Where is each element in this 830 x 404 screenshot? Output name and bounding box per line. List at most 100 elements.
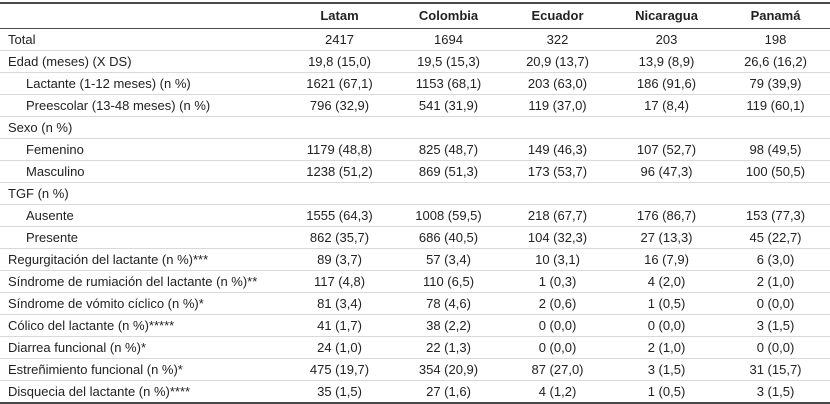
cell-value: 796 (32,9)	[285, 94, 394, 117]
cell-value: 57 (3,4)	[394, 248, 503, 271]
cell-value: 186 (91,6)	[612, 72, 721, 95]
cell-value	[394, 182, 503, 205]
cell-value	[285, 182, 394, 205]
cell-value: 98 (49,5)	[721, 138, 830, 161]
table-row: Masculino 1238 (51,2) 869 (51,3) 173 (53,7)…	[0, 160, 830, 183]
cell-value: 149 (46,3)	[503, 138, 612, 161]
cell-value: 17 (8,4)	[612, 94, 721, 117]
cell-value: 22 (1,3)	[394, 336, 503, 359]
row-label: Masculino	[0, 160, 285, 183]
cell-value: 13,9 (8,9)	[612, 50, 721, 73]
row-label: Disquecia del lactante (n %)****	[8, 384, 191, 399]
cell-value: 203	[612, 28, 721, 51]
cell-value: 104 (32,3)	[503, 226, 612, 249]
cell-value: 0 (0,0)	[721, 292, 830, 315]
cell-value: 1694	[394, 28, 503, 51]
cell-value	[612, 116, 721, 139]
table-row: Femenino 1179 (48,8) 825 (48,7) 149 (46,3) 1…	[0, 138, 830, 161]
cell-value: 0 (0,0)	[503, 314, 612, 337]
cell-value: 96 (47,3)	[612, 160, 721, 183]
cell-value: 322	[503, 28, 612, 51]
cell-value: 2 (0,6)	[503, 292, 612, 315]
cell-value: 1 (0,3)	[503, 270, 612, 293]
cell-value: 100 (50,5)	[721, 160, 830, 183]
row-label: Sexo (n %)	[0, 116, 285, 139]
table-row: Estreñimiento funcional (n %)* 475 (19,7)…	[0, 358, 830, 381]
cell-value: 173 (53,7)	[503, 160, 612, 183]
row-label: TGF (n %)	[0, 182, 285, 205]
table-row: Cólico del lactante (n %)***** 41 (1,7) 38…	[0, 314, 830, 337]
cell-value: 117 (4,8)	[285, 270, 394, 293]
cell-value: 41 (1,7)	[285, 314, 394, 337]
table-row: Síndrome de vómito cíclico (n %)* 81 (3,4…	[0, 292, 830, 315]
cell-value: 6 (3,0)	[721, 248, 830, 271]
cell-value: 218 (67,7)	[503, 204, 612, 227]
cell-value: 27 (13,3)	[612, 226, 721, 249]
row-label: Edad (meses) (X DS)	[0, 50, 285, 73]
cell-value: 81 (3,4)	[285, 292, 394, 315]
cell-value: 45 (22,7)	[721, 226, 830, 249]
cell-value: 2417	[285, 28, 394, 51]
cell-value: 4 (2,0)	[612, 270, 721, 293]
column-header-colombia: Colombia	[394, 3, 503, 29]
cell-value	[721, 182, 830, 205]
cell-value: 31 (15,7)	[721, 358, 830, 381]
cell-value: 87 (27,0)	[503, 358, 612, 381]
table-row: Diarrea funcional (n %)* 24 (1,0) 22 (1,3)…	[0, 336, 830, 359]
cell-value: 686 (40,5)	[394, 226, 503, 249]
cell-value: 0 (0,0)	[612, 314, 721, 337]
column-header-ecuador: Ecuador	[503, 3, 612, 29]
table-row: Edad (meses) (X DS) 19,8 (15,0) 19,5 (15,3…	[0, 50, 830, 73]
cell-value: 110 (6,5)	[394, 270, 503, 293]
cell-value: 475 (19,7)	[285, 358, 394, 381]
cell-value: 176 (86,7)	[612, 204, 721, 227]
cell-value: 79 (39,9)	[721, 72, 830, 95]
cell-value: 825 (48,7)	[394, 138, 503, 161]
corner-cell	[0, 3, 285, 29]
cell-value: 1179 (48,8)	[285, 138, 394, 161]
cell-value: 27 (1,6)	[426, 384, 471, 399]
cell-value: 19,5 (15,3)	[394, 50, 503, 73]
cell-value: 119 (37,0)	[503, 94, 612, 117]
row-label: Cólico del lactante (n %)*****	[0, 314, 285, 337]
column-header-panama: Panamá	[721, 3, 830, 29]
row-label: Total	[0, 28, 285, 51]
row-label: Síndrome de vómito cíclico (n %)*	[0, 292, 285, 315]
cell-value: 89 (3,7)	[285, 248, 394, 271]
cell-value: 2 (1,0)	[721, 270, 830, 293]
cell-value: 153 (77,3)	[721, 204, 830, 227]
table-row: Ausente 1555 (64,3) 1008 (59,5) 218 (67,7) 1…	[0, 204, 830, 227]
cell-value: 2 (1,0)	[612, 336, 721, 359]
header-row: Latam Colombia Ecuador Nicaragua Panamá	[0, 3, 830, 29]
cell-value: 203 (63,0)	[503, 72, 612, 95]
row-label: Lactante (1-12 meses) (n %)	[0, 72, 285, 95]
cell-value: 16 (7,9)	[612, 248, 721, 271]
row-label: Preescolar (13-48 meses) (n %)	[0, 94, 285, 117]
cell-value: 19,8 (15,0)	[285, 50, 394, 73]
cell-value: 3 (1,5)	[612, 358, 721, 381]
cell-value: 1555 (64,3)	[285, 204, 394, 227]
table-header: Latam Colombia Ecuador Nicaragua Panamá	[0, 3, 830, 29]
cell-value	[503, 182, 612, 205]
cell-value: 78 (4,6)	[394, 292, 503, 315]
cell-value: 20,9 (13,7)	[503, 50, 612, 73]
table-row: Disquecia del lactante (n %)**** 35 (1,5)…	[0, 381, 830, 404]
row-label: Presente	[0, 226, 285, 249]
row-label: Femenino	[0, 138, 285, 161]
table-row: Sexo (n %)	[0, 116, 830, 139]
cell-value: 26,6 (16,2)	[721, 50, 830, 73]
cell-value: 541 (31,9)	[394, 94, 503, 117]
cell-value: 3 (1,5)	[721, 314, 830, 337]
cell-value: 24 (1,0)	[285, 336, 394, 359]
cell-value	[285, 116, 394, 139]
row-label: Ausente	[0, 204, 285, 227]
row-label: Estreñimiento funcional (n %)*	[0, 358, 285, 381]
table-row: TGF (n %)	[0, 182, 830, 205]
table-row: Lactante (1-12 meses) (n %) 1621 (67,1) 11…	[0, 72, 830, 95]
cell-value: 10 (3,1)	[503, 248, 612, 271]
cell-value: 3 (1,5)	[756, 384, 795, 399]
cell-value: 1621 (67,1)	[285, 72, 394, 95]
table-row: Síndrome de rumiación del lactante (n %)…	[0, 270, 830, 293]
